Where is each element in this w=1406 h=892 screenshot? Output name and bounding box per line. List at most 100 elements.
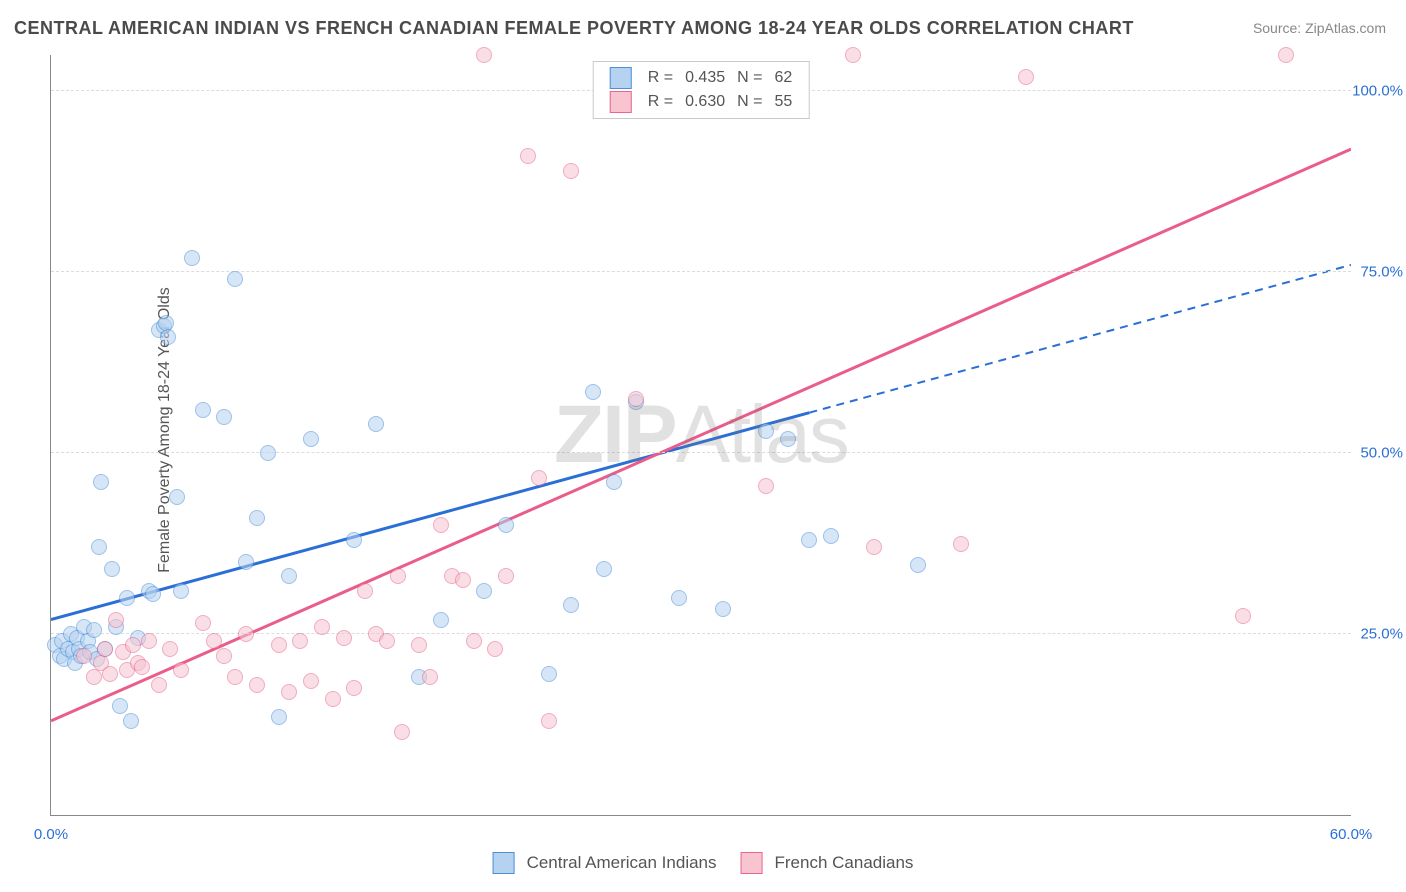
scatter-point: [596, 561, 612, 577]
n-label-b: N =: [731, 90, 768, 114]
scatter-point: [216, 409, 232, 425]
scatter-point: [271, 709, 287, 725]
scatter-point: [433, 517, 449, 533]
scatter-point: [108, 612, 124, 628]
y-tick-label: 100.0%: [1352, 83, 1403, 100]
n-value-a: 62: [768, 66, 798, 90]
r-value-b: 0.630: [679, 90, 731, 114]
trend-lines-svg: [51, 55, 1351, 815]
scatter-point: [195, 402, 211, 418]
scatter-point: [780, 431, 796, 447]
x-tick-label: 60.0%: [1330, 826, 1373, 843]
scatter-point: [758, 478, 774, 494]
gridline: [51, 452, 1351, 453]
scatter-point: [91, 539, 107, 555]
scatter-point: [758, 423, 774, 439]
trend-line-solid: [51, 413, 809, 620]
swatch-series-a: [610, 67, 632, 89]
watermark-bold: ZIP: [554, 389, 676, 480]
scatter-point: [141, 633, 157, 649]
scatter-point: [628, 391, 644, 407]
scatter-point: [162, 641, 178, 657]
series-legend: Central American Indians French Canadian…: [493, 852, 914, 874]
scatter-point: [541, 713, 557, 729]
scatter-point: [336, 630, 352, 646]
scatter-point: [206, 633, 222, 649]
scatter-point: [466, 633, 482, 649]
n-value-b: 55: [768, 90, 798, 114]
scatter-point: [238, 626, 254, 642]
scatter-point: [368, 416, 384, 432]
scatter-point: [227, 669, 243, 685]
scatter-point: [145, 586, 161, 602]
scatter-point: [394, 724, 410, 740]
chart-container: CENTRAL AMERICAN INDIAN VS FRENCH CANADI…: [0, 0, 1406, 892]
scatter-point: [531, 470, 547, 486]
scatter-point: [134, 659, 150, 675]
legend-item-series-b: French Canadians: [741, 852, 914, 874]
scatter-point: [1018, 69, 1034, 85]
scatter-point: [541, 666, 557, 682]
y-tick-label: 50.0%: [1360, 445, 1403, 462]
scatter-point: [281, 568, 297, 584]
scatter-point: [910, 557, 926, 573]
scatter-point: [422, 669, 438, 685]
scatter-point: [184, 250, 200, 266]
scatter-point: [151, 677, 167, 693]
scatter-point: [271, 637, 287, 653]
scatter-point: [476, 583, 492, 599]
scatter-point: [498, 517, 514, 533]
scatter-point: [104, 561, 120, 577]
scatter-point: [112, 698, 128, 714]
scatter-point: [455, 572, 471, 588]
scatter-point: [281, 684, 297, 700]
scatter-point: [357, 583, 373, 599]
scatter-point: [93, 474, 109, 490]
scatter-point: [563, 163, 579, 179]
scatter-point: [125, 637, 141, 653]
scatter-point: [102, 666, 118, 682]
plot-area: ZIPAtlas R = 0.435 N = 62 R = 0.630 N = …: [50, 55, 1351, 816]
scatter-point: [433, 612, 449, 628]
scatter-point: [1235, 608, 1251, 624]
swatch-series-b: [610, 91, 632, 113]
source-attribution: Source: ZipAtlas.com: [1253, 20, 1386, 36]
chart-title: CENTRAL AMERICAN INDIAN VS FRENCH CANADI…: [14, 18, 1134, 39]
scatter-point: [346, 532, 362, 548]
r-value-a: 0.435: [679, 66, 731, 90]
scatter-point: [866, 539, 882, 555]
y-tick-label: 75.0%: [1360, 264, 1403, 281]
scatter-point: [390, 568, 406, 584]
scatter-point: [160, 329, 176, 345]
legend-row-series-b: R = 0.630 N = 55: [604, 90, 799, 114]
scatter-point: [520, 148, 536, 164]
scatter-point: [86, 622, 102, 638]
scatter-point: [953, 536, 969, 552]
n-label-a: N =: [731, 66, 768, 90]
scatter-point: [303, 673, 319, 689]
scatter-point: [173, 662, 189, 678]
legend-row-series-a: R = 0.435 N = 62: [604, 66, 799, 90]
scatter-point: [845, 47, 861, 63]
scatter-point: [411, 637, 427, 653]
scatter-point: [346, 680, 362, 696]
trend-line-dashed: [809, 265, 1351, 413]
scatter-point: [606, 474, 622, 490]
r-label-b: R =: [642, 90, 679, 114]
r-label-a: R =: [642, 66, 679, 90]
legend-item-series-a: Central American Indians: [493, 852, 717, 874]
scatter-point: [260, 445, 276, 461]
scatter-point: [379, 633, 395, 649]
scatter-point: [169, 489, 185, 505]
scatter-point: [238, 554, 254, 570]
watermark: ZIPAtlas: [554, 388, 848, 482]
scatter-point: [801, 532, 817, 548]
scatter-point: [487, 641, 503, 657]
scatter-point: [715, 601, 731, 617]
scatter-point: [563, 597, 579, 613]
scatter-point: [97, 641, 113, 657]
scatter-point: [119, 590, 135, 606]
swatch-series-a-bottom: [493, 852, 515, 874]
scatter-point: [249, 510, 265, 526]
scatter-point: [823, 528, 839, 544]
